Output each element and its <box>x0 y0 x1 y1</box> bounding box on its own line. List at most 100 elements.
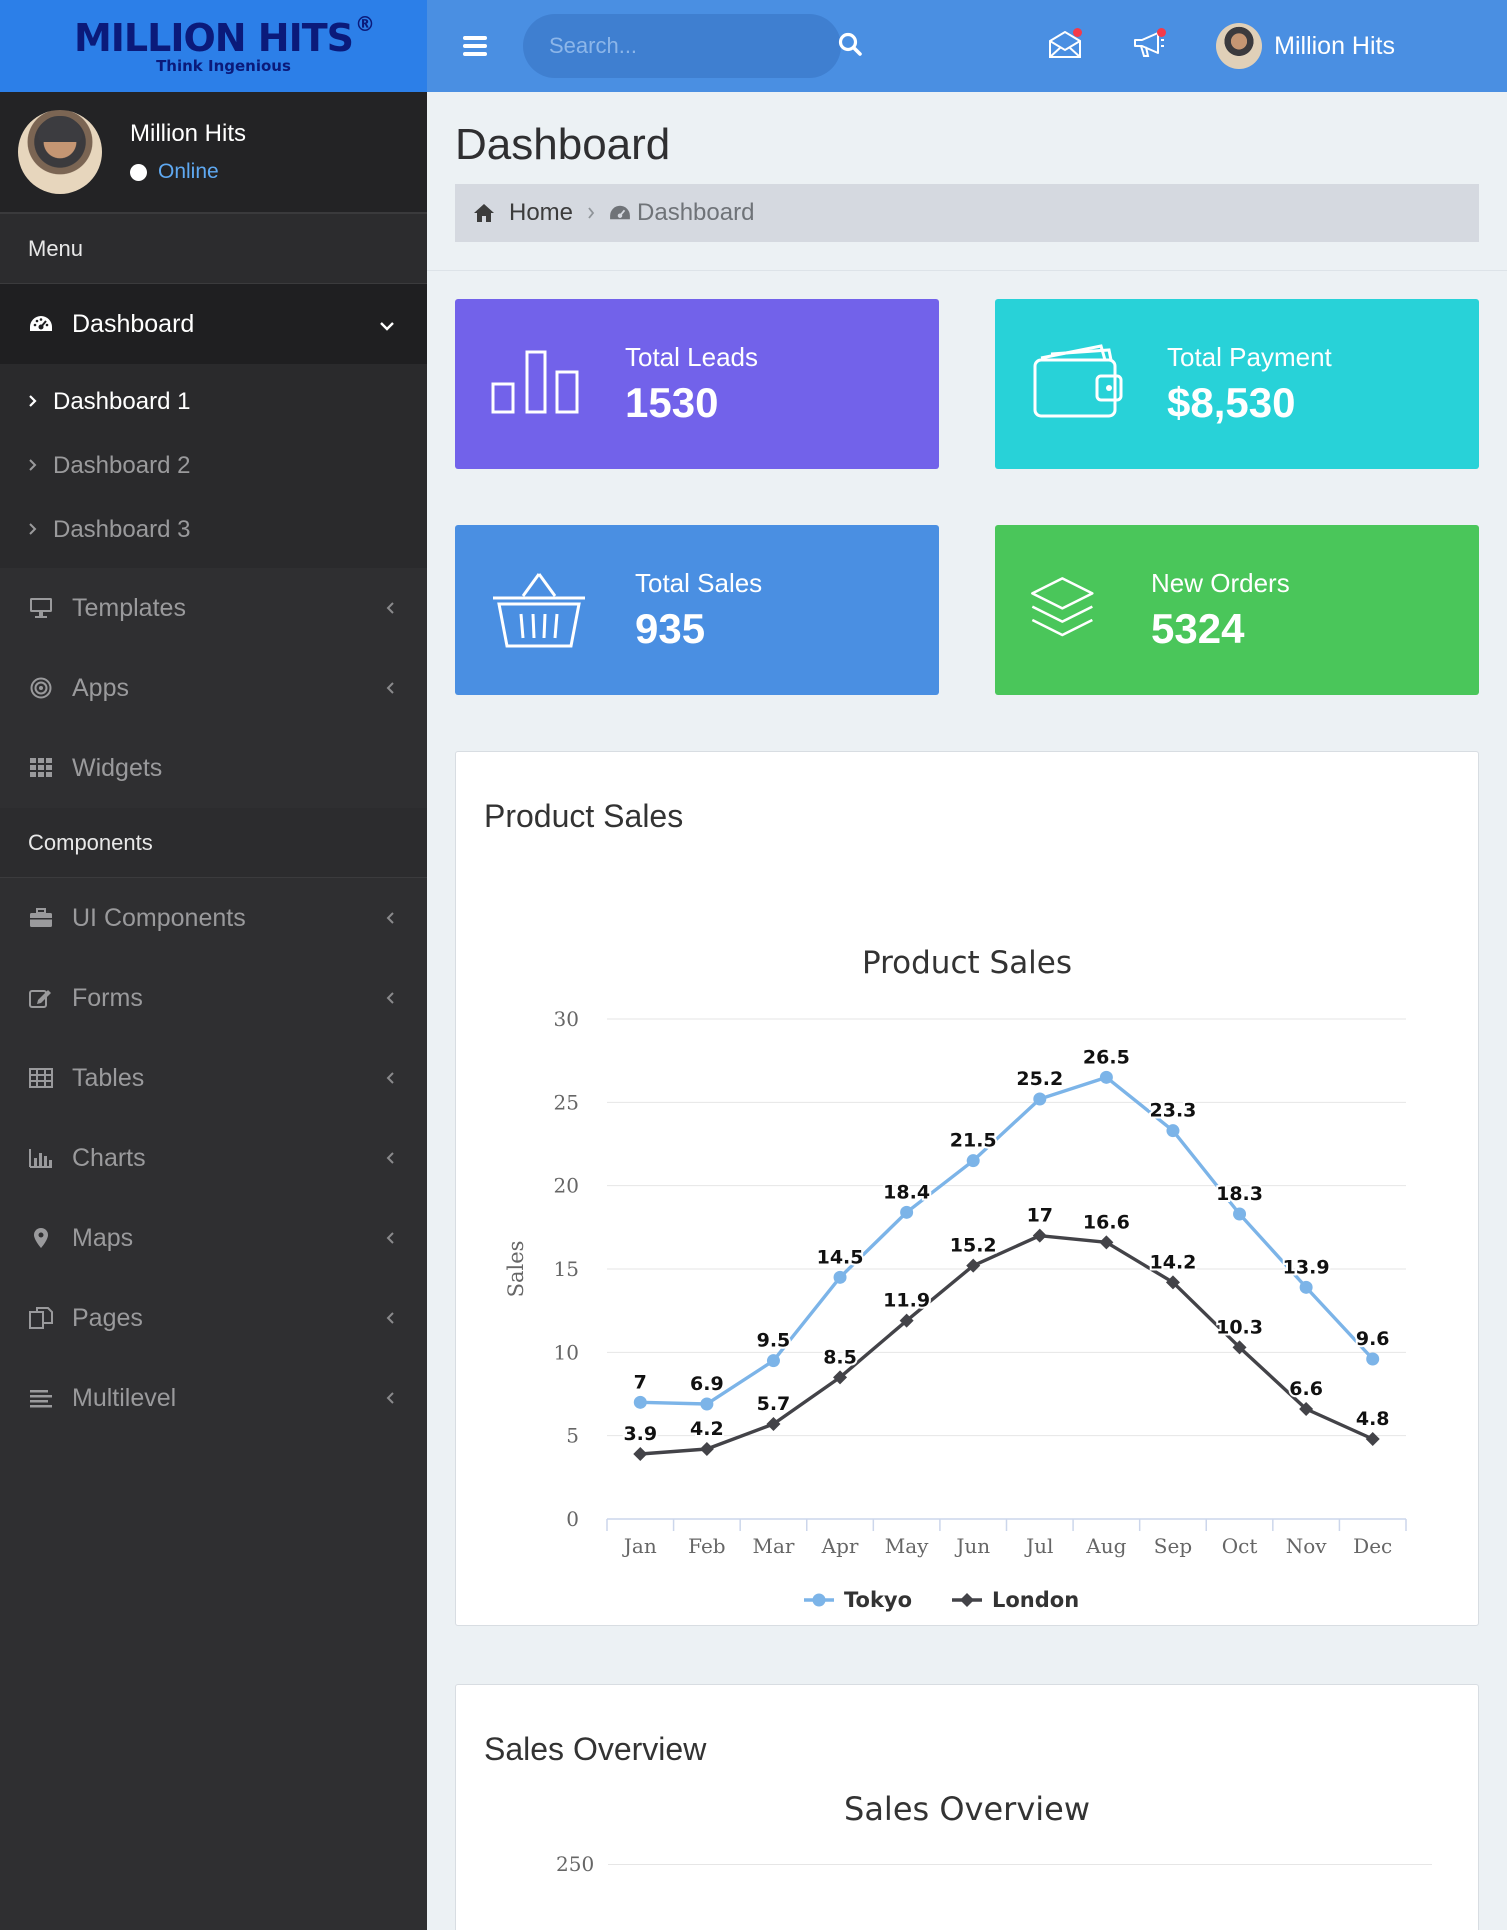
data-point <box>1099 1235 1114 1250</box>
topbar-user-name[interactable]: Million Hits <box>1274 31 1395 60</box>
data-point <box>966 1154 980 1168</box>
breadcrumb-current: Dashboard <box>609 199 754 227</box>
grid-icon <box>28 755 54 781</box>
x-tick-label: Dec <box>1353 1534 1392 1558</box>
chevron-left-icon <box>385 675 395 701</box>
sidebar-item-label: Apps <box>72 673 129 702</box>
sidebar-item-widgets[interactable]: Widgets <box>0 728 427 808</box>
avatar[interactable] <box>18 110 102 194</box>
chevron-left-icon <box>385 595 395 621</box>
data-label: 17 <box>1027 1205 1053 1227</box>
x-tick-label: May <box>885 1534 929 1558</box>
sidebar-item-label: Maps <box>72 1223 134 1252</box>
online-dot-icon <box>130 163 147 181</box>
sidebar-item-dashboard[interactable]: Dashboard <box>0 284 427 364</box>
data-label: 16.6 <box>1083 1211 1130 1233</box>
data-label: 18.3 <box>1216 1183 1263 1205</box>
data-point <box>900 1205 914 1219</box>
sidebar: MILLION HITS ® Think Ingenious Million H… <box>0 0 427 1930</box>
y-tick-label: 25 <box>554 1090 579 1114</box>
sidebar-item-charts[interactable]: Charts <box>0 1118 427 1198</box>
sidebar-item-forms[interactable]: Forms <box>0 958 427 1038</box>
stat-label: Total Sales <box>635 567 763 598</box>
data-label: 9.6 <box>1356 1328 1390 1350</box>
sidebar-item-tables[interactable]: Tables <box>0 1038 427 1118</box>
layers-icon <box>1031 577 1094 637</box>
monitor-icon <box>28 595 54 621</box>
envelope-icon <box>1049 30 1082 58</box>
stat-value: 935 <box>635 604 706 652</box>
data-label: 8.5 <box>823 1346 857 1368</box>
search-icon[interactable] <box>837 31 863 61</box>
legend-label: London <box>992 1588 1079 1612</box>
sidebar-item-maps[interactable]: Maps <box>0 1198 427 1278</box>
pages-icon <box>28 1305 54 1331</box>
stat-value: $8,530 <box>1167 378 1296 426</box>
sidebar-item-pages[interactable]: Pages <box>0 1278 427 1358</box>
chevron-down-icon <box>379 311 395 337</box>
sidebar-subitem-dashboard-1[interactable]: Dashboard 1 <box>0 370 427 434</box>
x-tick-label: Jan <box>622 1534 657 1558</box>
sidebar-item-label: UI Components <box>72 903 246 932</box>
data-point <box>766 1354 780 1368</box>
stat-card-total-sales[interactable]: Total Sales 935 <box>455 525 939 695</box>
chevron-right-icon <box>28 392 37 413</box>
sidebar-item-multilevel[interactable]: Multilevel <box>0 1358 427 1438</box>
legend-marker <box>812 1593 826 1607</box>
dashboard-icon <box>28 311 54 337</box>
messages-button[interactable] <box>1048 28 1084 61</box>
stat-card-new-orders[interactable]: New Orders 5324 <box>995 525 1479 695</box>
sidebar-item-templates[interactable]: Templates <box>0 568 427 648</box>
stat-card-total-leads[interactable]: Total Leads 1530 <box>455 299 939 469</box>
chevron-right-icon <box>587 202 595 225</box>
menu-toggle-icon[interactable] <box>463 32 487 60</box>
data-point <box>1165 1275 1180 1290</box>
stat-value: 5324 <box>1151 604 1245 652</box>
data-label: 23.3 <box>1150 1100 1197 1122</box>
x-tick-label: Mar <box>752 1534 794 1558</box>
user-panel: Million Hits Online <box>0 92 427 214</box>
sidebar-item-ui-components[interactable]: UI Components <box>0 878 427 958</box>
sidebar-subitem-dashboard-2[interactable]: Dashboard 2 <box>0 434 427 498</box>
sidebar-item-label: Forms <box>72 983 143 1012</box>
sidebar-item-label: Pages <box>72 1303 143 1332</box>
breadcrumb-home[interactable]: Home <box>473 199 573 227</box>
data-point <box>833 1370 848 1385</box>
brand-logo[interactable]: MILLION HITS ® Think Ingenious <box>74 12 375 74</box>
target-icon <box>28 675 54 701</box>
logo-bar: MILLION HITS ® Think Ingenious <box>0 0 427 92</box>
data-label: 6.9 <box>690 1373 724 1395</box>
sidebar-item-apps[interactable]: Apps <box>0 648 427 728</box>
data-point <box>633 1395 647 1409</box>
sidebar-subitem-label: Dashboard 2 <box>53 452 191 479</box>
data-point <box>1232 1340 1247 1355</box>
y-tick-label: 5 <box>566 1424 579 1448</box>
avatar[interactable] <box>1216 23 1263 69</box>
x-tick-label: Jul <box>1024 1534 1053 1558</box>
basket-icon <box>493 573 585 648</box>
data-point <box>966 1258 981 1273</box>
stat-label: New Orders <box>1151 567 1290 598</box>
data-label: 5.7 <box>757 1393 791 1415</box>
panel-title: Sales Overview <box>484 1731 707 1767</box>
list-icon <box>28 1385 54 1411</box>
data-label: 14.5 <box>817 1246 864 1268</box>
sidebar-subitem-dashboard-3[interactable]: Dashboard 3 <box>0 498 427 562</box>
x-tick-label: Feb <box>688 1534 725 1558</box>
announcements-button[interactable] <box>1132 28 1168 61</box>
data-point <box>700 1397 714 1411</box>
brand-registered-mark: ® <box>355 12 376 36</box>
chevron-left-icon <box>385 1385 395 1411</box>
search-input[interactable] <box>549 33 837 59</box>
data-label: 26.5 <box>1083 1046 1130 1068</box>
dashboard-icon <box>610 205 630 220</box>
search-box <box>523 14 862 78</box>
megaphone-icon <box>1134 32 1165 57</box>
data-label: 4.2 <box>690 1418 724 1440</box>
y-tick-label: 0 <box>566 1507 579 1531</box>
stat-card-total-payment[interactable]: Total Payment $8,530 <box>995 299 1479 469</box>
data-label: 9.5 <box>757 1330 791 1352</box>
data-label: 25.2 <box>1016 1068 1063 1090</box>
data-point <box>1166 1124 1180 1138</box>
sales-overview-panel: Sales Overview Sales Overview 250 <box>455 1684 1479 1930</box>
